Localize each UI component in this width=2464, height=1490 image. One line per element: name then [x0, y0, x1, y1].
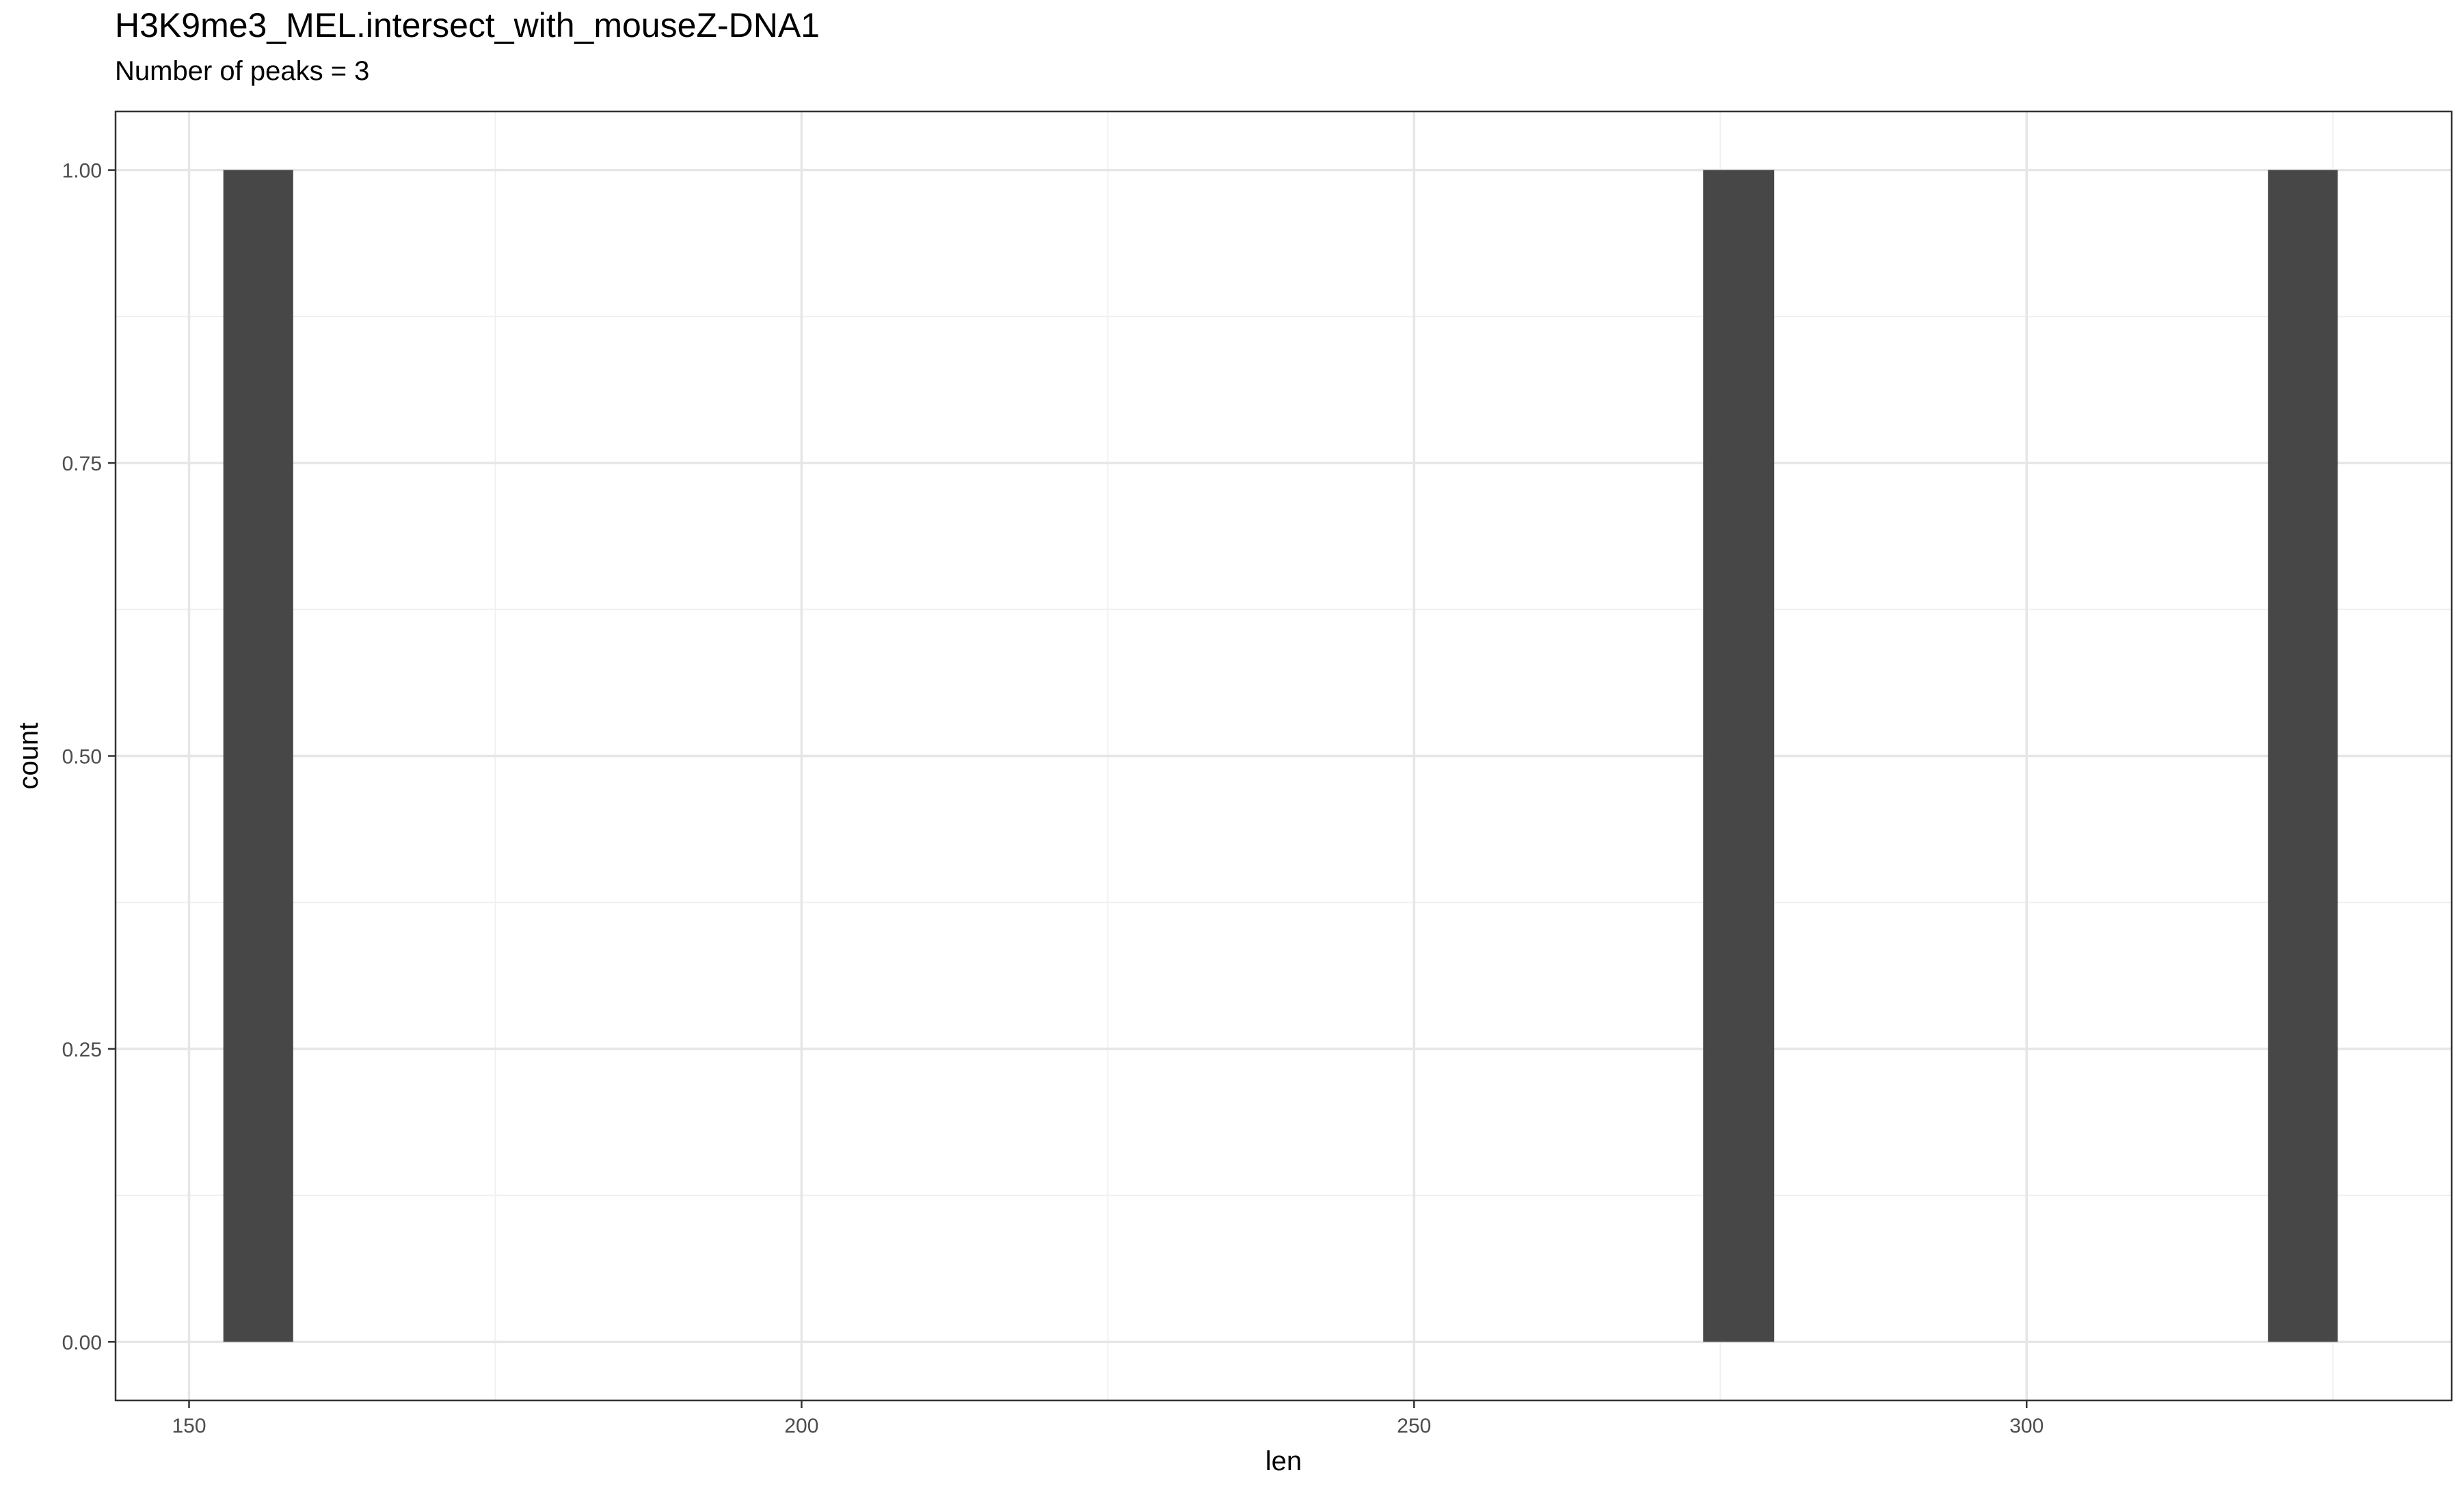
x-tick-label: 250	[1397, 1415, 1431, 1437]
x-tick-label: 200	[784, 1415, 818, 1437]
chart-subtitle: Number of peaks = 3	[115, 56, 370, 86]
y-tick-label: 0.25	[62, 1039, 102, 1061]
y-tick-label: 0.50	[62, 746, 102, 769]
chart-title: H3K9me3_MEL.intersect_with_mouseZ-DNA1	[115, 6, 820, 44]
y-tick-label: 0.75	[62, 453, 102, 475]
histogram-bar	[1703, 170, 1775, 1342]
x-axis-title: len	[1266, 1446, 1302, 1476]
y-tick-label: 1.00	[62, 160, 102, 183]
grid-lines	[116, 111, 2452, 1400]
histogram-bar	[223, 170, 293, 1342]
x-tick-label: 150	[172, 1415, 206, 1437]
axes: 150 200 250 300 0.00 0.25 0.50 0.75 1.00	[62, 160, 2044, 1437]
y-tick-label: 0.00	[62, 1331, 102, 1354]
bars	[223, 170, 2338, 1342]
y-axis-title: count	[14, 723, 44, 790]
x-tick-label: 300	[2009, 1415, 2044, 1437]
histogram-bar	[2268, 170, 2338, 1342]
